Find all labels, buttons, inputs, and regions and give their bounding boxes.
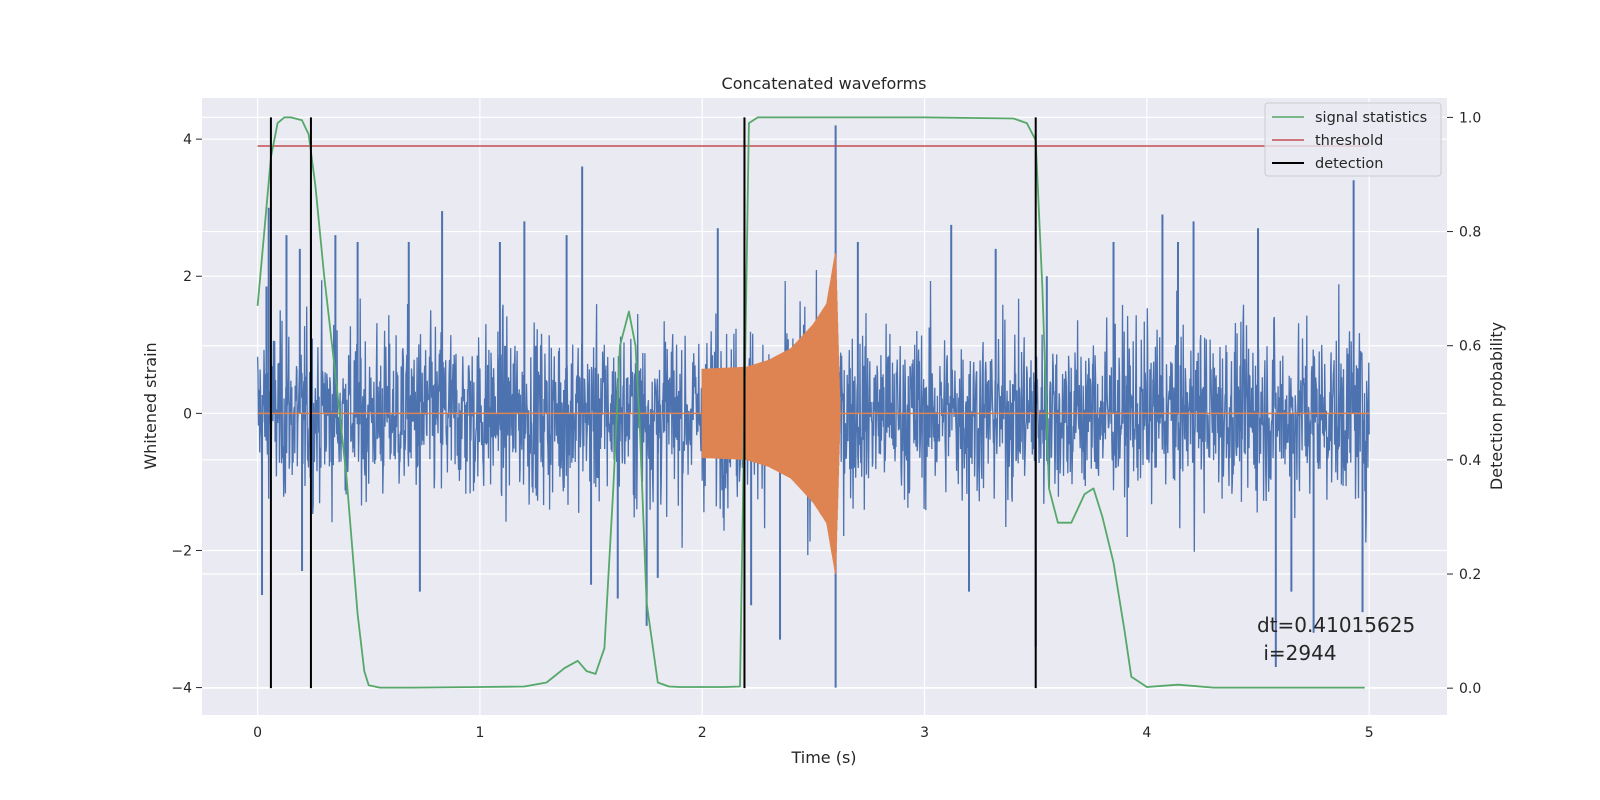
y-axis-label: Whitened strain [141, 342, 160, 469]
statistics-line [256, 116, 1365, 689]
detection-series [269, 117, 1037, 689]
legend: signal statistics threshold detection [1264, 102, 1442, 177]
legend-label-statistics: signal statistics [1315, 110, 1427, 126]
y-tick-label: 4 [183, 132, 192, 148]
y2-axis-label: Detection probability [1487, 322, 1506, 490]
y2-tick-label: 1.0 [1459, 110, 1481, 126]
x-tick-label: 5 [1365, 725, 1374, 741]
legend-label-detection: detection [1315, 156, 1383, 172]
x-tick-label: 2 [698, 725, 707, 741]
y-tick-label: −2 [171, 543, 192, 559]
y2-tick-label: 0.6 [1459, 339, 1481, 355]
y2-tick-label: 0.2 [1459, 567, 1481, 583]
x-tick-label: 0 [253, 725, 262, 741]
y2-tick-label: 0.4 [1459, 453, 1481, 469]
x-tick-label: 3 [920, 725, 929, 741]
legend-frame [1264, 102, 1442, 177]
x-axis-label: Time (s) [790, 748, 856, 767]
y2-tick-label: 0.0 [1459, 681, 1481, 697]
x-tick-label: 4 [1142, 725, 1151, 741]
annotation-i: i=2944 [1257, 641, 1337, 665]
y2-tick-label: 0.8 [1459, 225, 1481, 241]
x-tick-label: 1 [475, 725, 484, 741]
statistics-series [256, 116, 1365, 689]
annotation-dt: dt=0.41015625 [1257, 613, 1415, 637]
y-tick-label: 2 [183, 269, 192, 285]
y-tick-label: 0 [183, 406, 192, 422]
ticks: 0 1 2 3 4 5 −4 −2 0 2 4 0.0 0.2 0.4 0.6 0.8 1.0 [171, 110, 1481, 741]
legend-label-threshold: threshold [1315, 133, 1383, 149]
injection-line [701, 253, 841, 575]
chart-title: Concatenated waveforms [722, 74, 927, 93]
y-tick-label: −4 [171, 681, 192, 697]
injection-series [257, 253, 1370, 575]
